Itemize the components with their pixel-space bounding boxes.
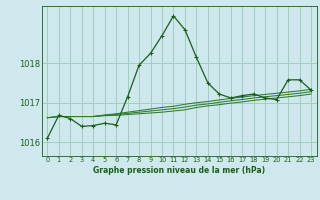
X-axis label: Graphe pression niveau de la mer (hPa): Graphe pression niveau de la mer (hPa): [93, 166, 265, 175]
